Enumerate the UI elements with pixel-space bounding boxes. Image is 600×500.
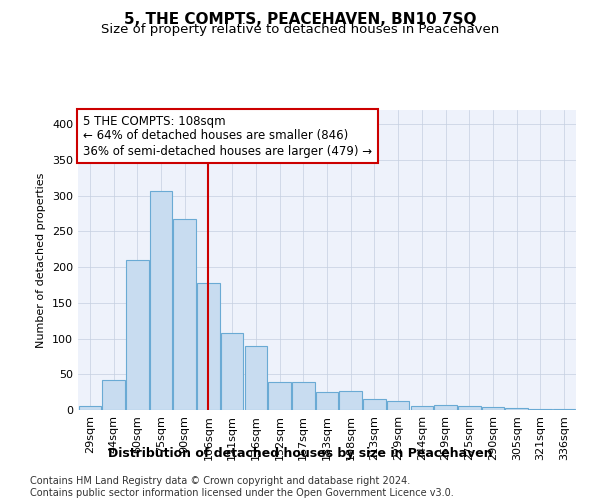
Bar (316, 392, 338, 410)
Y-axis label: Number of detached properties: Number of detached properties (37, 172, 46, 348)
Bar (197, 283, 220, 410)
Text: Contains HM Land Registry data © Crown copyright and database right 2024.: Contains HM Land Registry data © Crown c… (30, 476, 410, 486)
Bar (126, 260, 149, 410)
Bar (553, 408, 575, 410)
Bar (505, 408, 528, 410)
Bar (292, 382, 314, 410)
Text: Distribution of detached houses by size in Peacehaven: Distribution of detached houses by size … (107, 448, 493, 460)
Bar (221, 333, 244, 410)
Bar (173, 218, 196, 410)
Bar (387, 400, 409, 410)
Bar (150, 190, 172, 410)
Bar (268, 382, 291, 410)
Text: Contains public sector information licensed under the Open Government Licence v3: Contains public sector information licen… (30, 488, 454, 498)
Bar (410, 406, 433, 410)
Text: 5 THE COMPTS: 108sqm
← 64% of detached houses are smaller (846)
36% of semi-deta: 5 THE COMPTS: 108sqm ← 64% of detached h… (83, 114, 372, 158)
Bar (103, 380, 125, 410)
Bar (245, 346, 267, 410)
Bar (458, 406, 481, 410)
Bar (363, 398, 386, 410)
Bar (529, 408, 551, 410)
Text: 5, THE COMPTS, PEACEHAVEN, BN10 7SQ: 5, THE COMPTS, PEACEHAVEN, BN10 7SQ (124, 12, 476, 28)
Bar (434, 405, 457, 410)
Text: Size of property relative to detached houses in Peacehaven: Size of property relative to detached ho… (101, 22, 499, 36)
Bar (79, 406, 101, 410)
Bar (482, 407, 504, 410)
Bar (340, 390, 362, 410)
